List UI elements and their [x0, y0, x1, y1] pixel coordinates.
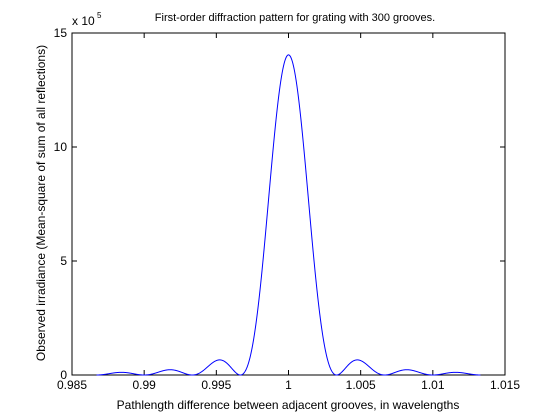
x-axis-label: Pathlength difference between adjacent g… — [117, 398, 460, 412]
y-tick-label: 15 — [54, 26, 68, 40]
series-line-irradiance — [96, 54, 481, 376]
plot-area — [71, 32, 506, 376]
y-tick-label: 10 — [54, 140, 68, 154]
axis-ticks — [71, 32, 506, 376]
y-axis-exponent-power: 5 — [97, 11, 102, 20]
x-tick-label: 1.015 — [490, 378, 520, 392]
y-tick-label: 5 — [60, 254, 67, 268]
x-tick-label: 0.995 — [201, 378, 231, 392]
y-axis-exponent: x 10 — [72, 14, 95, 28]
axis-tick-labels: 0.985 0.99 0.995 1 1.005 1.01 1.015 0 5 10 15 — [54, 26, 521, 392]
x-tick-label: 0.985 — [57, 378, 87, 392]
chart-title: First-order diffraction pattern for grat… — [155, 12, 435, 24]
x-tick-label: 1 — [285, 378, 292, 392]
y-tick-label: 0 — [60, 368, 67, 382]
y-axis-label: Observed irradiance (Mean-square of sum … — [34, 45, 48, 361]
x-tick-label: 0.99 — [132, 378, 156, 392]
x-tick-label: 1.01 — [421, 378, 445, 392]
x-tick-label: 1.005 — [346, 378, 376, 392]
